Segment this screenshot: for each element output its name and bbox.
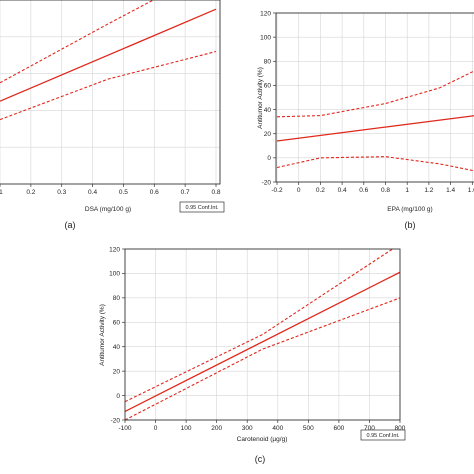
series-group [125,249,400,420]
chart-panel-a: .1 0.2 0.3 0.4 0.5 0.6 0.7 0.8 DSA (mg/100 g) 0.9… [0,0,225,230]
panel-label: (b) [405,220,416,230]
legend-label: 0.95 Conf.Int. [366,433,399,439]
x-tick-label: 1 [405,187,409,194]
x-tick-label: 0.8 [211,189,220,196]
x-tick-label: 0.6 [359,187,368,194]
y-tick-label: 0 [116,393,120,400]
plot-frame [275,12,474,183]
x-tick-label: 0.7 [181,189,190,196]
plot-frame [124,248,401,421]
legend-box [360,429,406,441]
x-tick-label: 0.2 [26,189,35,196]
regression-line [125,271,400,413]
y-tick-label: 60 [113,320,121,327]
x-axis-title: EPA (mg/100 g) [387,206,432,213]
chart-panel-b: -0.200.20.40.60.811.21.41.61.-2002040608… [257,10,474,230]
x-tick-label: 1.2 [424,187,433,194]
y-axis-title: Antitumor Activity (%) [257,67,264,129]
y-tick-label: 100 [260,34,271,41]
x-tick-label: 0.4 [338,187,347,194]
x-tick-label: 0.2 [316,187,325,194]
legend-box [179,201,225,213]
x-tick-label: 0.6 [150,189,159,196]
x-tick-label: 1.4 [446,187,455,194]
plot-frame [0,0,221,185]
y-tick-label: 60 [264,83,272,90]
x-tick-label: 800 [395,425,406,432]
y-tick-label: -20 [262,179,272,186]
x-tick-label: 400 [272,425,283,432]
confidence-band-upper [276,70,474,118]
confidence-band-lower [276,156,474,172]
x-tick-label: 0.8 [381,187,390,194]
x-axis-title: Carotenoid (µg/g) [237,436,288,443]
x-axis-title: DSA (mg/100 g) [85,206,131,213]
x-tick-label: 0 [154,425,158,432]
x-tick-label: 500 [303,425,314,432]
panel-label: (c) [255,454,266,464]
regression-line [276,115,474,142]
x-tick-label: 0.4 [88,189,97,196]
y-tick-label: 40 [264,107,272,114]
y-tick-label: 20 [264,131,272,138]
chart-panel-c: -100 0 100 200 300 400 500 600 700 800 -20 0 20 40 60 8… [99,246,406,464]
x-tick-label: 0 [297,187,301,194]
x-tick-label: -0.2 [271,187,283,194]
y-tick-label: 80 [264,59,272,66]
y-axis-title: Antitumor Activity (%) [99,304,106,366]
y-tick-label: 20 [113,368,121,375]
y-tick-label: 0 [267,155,271,162]
x-tick-label: 300 [242,425,253,432]
series-group [0,0,217,121]
x-tick-label: 700 [364,425,375,432]
gridlines [276,13,474,182]
x-tick-label: 0.5 [119,189,128,196]
confidence-band-upper [125,249,394,403]
y-tick-label: 100 [109,271,120,278]
x-tick-label: 200 [211,425,222,432]
x-tick-label: 100 [181,425,192,432]
gridlines [125,249,400,420]
y-tick-label: 120 [109,246,120,253]
y-tick-label: 80 [113,295,121,302]
confidence-band-upper [0,0,155,84]
x-tick-label: 0.3 [57,189,66,196]
x-tick-label: 600 [333,425,344,432]
x-tick-label: 1.6 [468,187,474,194]
x-tick-label: .1 [0,189,3,196]
confidence-band-lower [0,50,217,121]
x-tick-label: -100 [118,425,131,432]
series-group [276,70,474,172]
regression-line [0,8,217,102]
panel-label: (a) [65,220,76,230]
y-tick-label: -20 [111,417,121,424]
y-tick-label: 40 [113,344,121,351]
y-tick-label: 120 [260,10,271,17]
gridlines [0,0,220,184]
confidence-band-lower [125,297,400,420]
legend-label: 0.95 Conf.Int. [185,205,218,211]
